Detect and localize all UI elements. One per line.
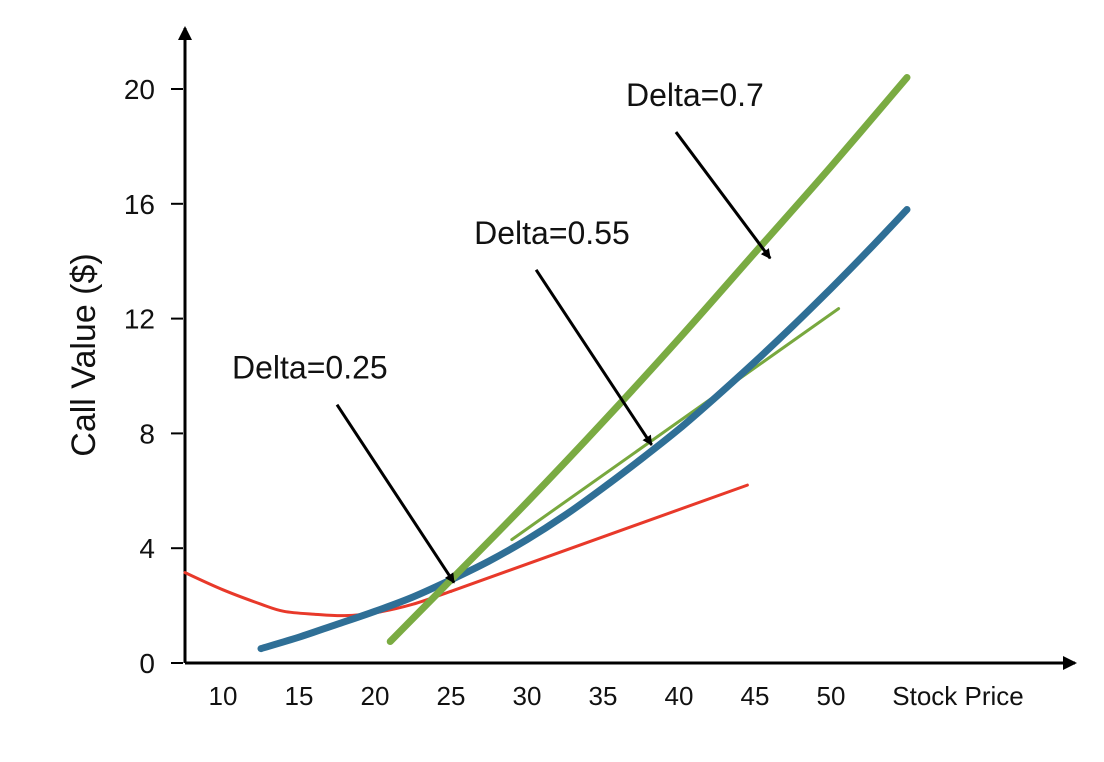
annotation-arrow xyxy=(335,403,456,584)
x-tick-label: 25 xyxy=(437,681,466,711)
series-line-call-value xyxy=(257,206,911,653)
x-tick-label: 10 xyxy=(209,681,238,711)
series-line-delta-0-25-tangent xyxy=(449,483,749,593)
annotation-label: Delta=0.25 xyxy=(232,350,388,386)
y-ticks: 0 4 8 12 16 20 xyxy=(124,74,183,679)
y-tick-label: 12 xyxy=(124,304,155,335)
x-tick-label: 40 xyxy=(665,681,694,711)
series-line-delta-0-7-curve xyxy=(386,74,911,645)
x-tick-label: 30 xyxy=(513,681,542,711)
x-tick-label: 20 xyxy=(361,681,390,711)
x-tick-label: 45 xyxy=(741,681,770,711)
x-axis-label: Stock Price xyxy=(892,681,1024,711)
series-line-delta-0-55-tangent xyxy=(510,307,841,542)
annotation-arrow xyxy=(534,268,653,446)
y-axis-label: Call Value ($) xyxy=(65,253,103,456)
x-tick-label: 35 xyxy=(589,681,618,711)
annotation-arrow xyxy=(674,131,772,260)
y-tick-label: 4 xyxy=(139,533,155,564)
y-tick-label: 0 xyxy=(139,648,155,679)
x-tick-label: 50 xyxy=(817,681,846,711)
y-tick-label: 20 xyxy=(124,74,155,105)
x-ticks: 10 15 20 25 30 35 40 45 50 xyxy=(209,681,846,711)
series-layer xyxy=(183,74,911,653)
annotation-layer: Delta=0.25 Delta=0.55 Delta=0.7 xyxy=(232,77,772,584)
y-tick-label: 8 xyxy=(139,418,155,449)
annotation-label: Delta=0.55 xyxy=(474,215,630,251)
annotation-label: Delta=0.7 xyxy=(626,77,764,113)
y-tick-label: 16 xyxy=(124,189,155,220)
x-tick-label: 15 xyxy=(285,681,314,711)
series-line-delta-0-25-curve xyxy=(183,571,453,618)
